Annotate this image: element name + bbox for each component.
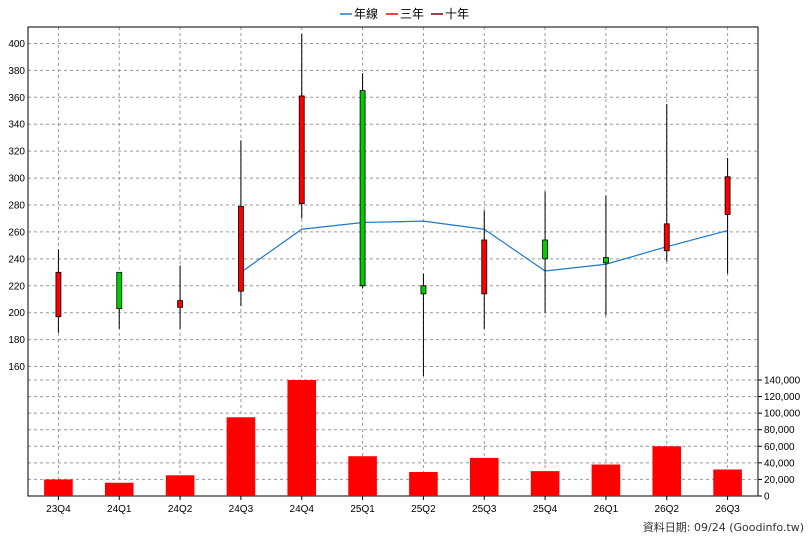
price-tick-label: 160 — [8, 362, 25, 373]
candle-body — [116, 271, 123, 310]
footer-source: 資料日期: 09/24 (Goodinfo.tw) — [643, 520, 804, 534]
grid — [28, 27, 758, 497]
price-tick-label: 280 — [8, 201, 25, 212]
volume-bars — [44, 380, 742, 496]
candlesticks — [55, 34, 731, 376]
volume-tick-label: 80,000 — [764, 425, 795, 436]
x-tick-label: 25Q4 — [533, 504, 558, 515]
price-tick-label: 340 — [8, 120, 25, 131]
volume-bar — [165, 475, 195, 496]
legend-label-10yr: 十年 — [445, 7, 469, 21]
candle-body — [177, 300, 183, 308]
volume-tick-label: 140,000 — [764, 376, 801, 387]
candle — [724, 157, 731, 274]
x-tick-label: 24Q2 — [168, 504, 193, 515]
candle-body — [420, 285, 427, 295]
candle — [542, 191, 548, 313]
candle-body — [724, 176, 731, 215]
candle-body — [603, 257, 609, 264]
volume-bar — [287, 380, 317, 496]
price-tick-label: 240 — [8, 254, 25, 265]
candle-body — [238, 205, 244, 292]
volume-bar — [530, 471, 560, 496]
price-tick-label: 380 — [8, 66, 25, 77]
volume-tick-label: 60,000 — [764, 442, 795, 453]
candle-body — [542, 239, 548, 260]
plot-frame — [27, 26, 759, 497]
volume-bar — [469, 457, 499, 496]
price-tick-label: 220 — [8, 281, 25, 292]
candle — [298, 34, 305, 219]
volume-tick-label: 40,000 — [764, 458, 795, 469]
price-tick-label: 360 — [8, 93, 25, 104]
price-tick-label: 180 — [8, 335, 25, 346]
volume-bar — [409, 471, 438, 496]
price-tick-label: 300 — [8, 174, 25, 185]
candle — [55, 249, 62, 333]
volume-bar — [652, 446, 682, 496]
candle — [481, 210, 488, 329]
x-tick-label: 24Q4 — [290, 504, 315, 515]
x-tick-label: 26Q3 — [715, 504, 740, 515]
x-tick-label: 24Q3 — [229, 504, 254, 515]
volume-bar — [44, 479, 73, 496]
candle-body — [298, 95, 305, 205]
legend-label-3yr: 三年 — [400, 7, 424, 21]
x-tick-label: 26Q1 — [594, 504, 619, 515]
legend: 年線 三年 十年 — [340, 6, 469, 21]
price-y-axis: 160 180 200 220 240 260 280 300 320 340 360 380 400 — [8, 39, 25, 373]
candle-body — [55, 271, 62, 318]
volume-bar — [226, 417, 256, 496]
candle-body — [481, 239, 488, 295]
volume-bar — [104, 482, 134, 496]
volume-bar — [713, 469, 742, 496]
candle-body — [359, 90, 366, 287]
candle — [116, 271, 123, 329]
candle-body — [663, 223, 670, 252]
x-tick-label: 24Q1 — [107, 504, 132, 515]
volume-bar — [591, 464, 621, 496]
price-tick-label: 200 — [8, 308, 25, 319]
price-tick-label: 260 — [8, 227, 25, 238]
x-tick-label: 23Q4 — [46, 504, 71, 515]
x-tick-label: 25Q1 — [350, 504, 375, 515]
candle — [663, 104, 670, 262]
volume-tick-label: 100,000 — [764, 409, 801, 420]
candle — [420, 273, 427, 376]
volume-tick-label: 0 — [764, 492, 770, 503]
volume-tick-label: 120,000 — [764, 392, 801, 403]
x-axis: 23Q4 24Q1 24Q2 24Q3 24Q4 25Q1 25Q2 25Q3 25Q4 26Q1… — [46, 496, 740, 515]
legend-label-annual: 年線 — [354, 6, 378, 21]
candle — [238, 140, 244, 306]
volume-y-axis: 0 20,000 40,000 60,000 80,000 100,000 120,000 1… — [758, 376, 801, 503]
volume-tick-label: 20,000 — [764, 475, 795, 486]
candle — [359, 73, 366, 289]
x-tick-label: 25Q3 — [472, 504, 497, 515]
price-tick-label: 320 — [8, 147, 25, 158]
volume-bar — [348, 456, 377, 496]
candle — [603, 195, 609, 316]
candle — [177, 265, 183, 329]
x-tick-label: 26Q2 — [655, 504, 680, 515]
price-tick-label: 400 — [8, 39, 25, 50]
x-tick-label: 25Q2 — [411, 504, 436, 515]
